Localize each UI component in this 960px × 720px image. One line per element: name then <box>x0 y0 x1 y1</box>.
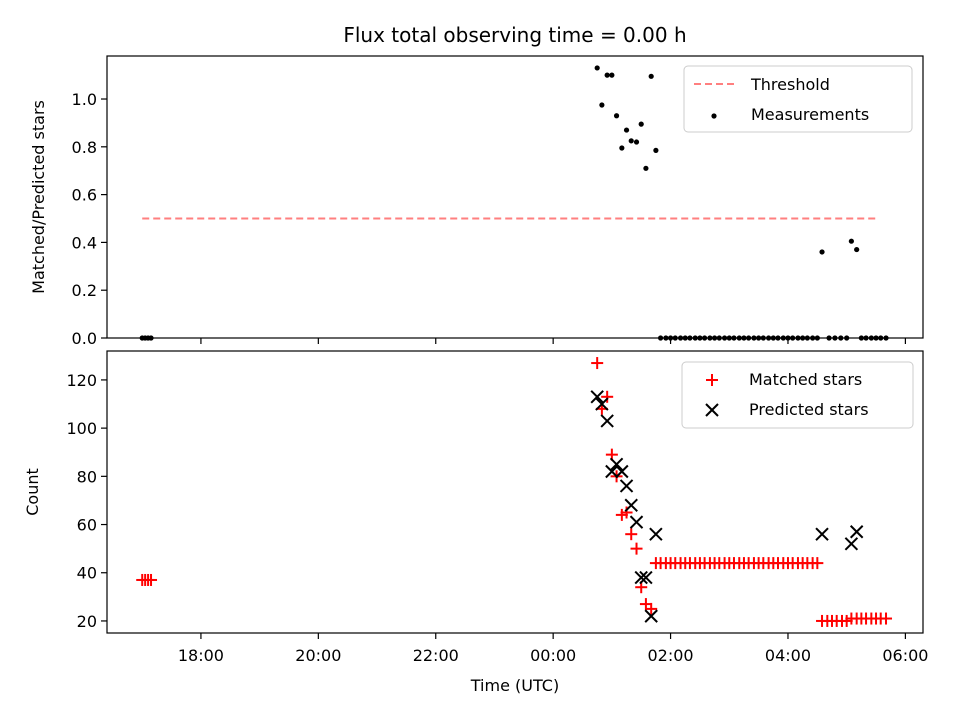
predicted-star-point <box>644 609 658 623</box>
measurement-point <box>848 238 854 244</box>
predicted-star-point <box>600 414 614 428</box>
top-y-tick-label: 0.4 <box>72 233 97 252</box>
x-tick-label: 22:00 <box>413 646 459 665</box>
measurement-point <box>623 127 630 133</box>
legend-predicted-swatch <box>705 403 719 417</box>
x-tick-label: 18:00 <box>178 646 224 665</box>
top-axes-frame <box>106 55 924 339</box>
top-y-tick-label: 0.8 <box>72 138 97 157</box>
predicted-star-point <box>615 464 629 479</box>
top-panel: 0.0 0.2 0.4 0.6 0.8 1.0 Matched/Predicted sta… <box>29 55 924 348</box>
predicted-star-point <box>619 479 634 493</box>
legend-threshold-label: Threshold <box>750 75 830 94</box>
bottom-legend-box <box>681 361 914 429</box>
x-tick-label: 00:00 <box>530 646 576 665</box>
predicted-star-point <box>595 397 609 411</box>
measurement-point <box>854 246 860 253</box>
x-tick-label: 04:00 <box>765 646 811 665</box>
x-tick-label: 20:00 <box>295 646 341 665</box>
top-x-ticks <box>200 338 906 344</box>
measurement-point <box>613 113 620 119</box>
bottom-panel: 20 40 60 80 100 120 18:00 20:00 22:00 00:00 02:00… <box>23 350 928 695</box>
measurement-point <box>653 147 659 153</box>
bottom-x-ticks: 18:00 20:00 22:00 00:00 02:00 04:00 06:00 <box>178 633 928 665</box>
predicted-star-point <box>634 570 648 585</box>
bottom-y-tick-label: 40 <box>77 564 97 583</box>
top-y-tick-label: 0.0 <box>72 329 97 348</box>
matched-star-point <box>145 573 158 586</box>
predicted-stars-series <box>590 390 864 623</box>
bottom-axes-frame <box>106 350 924 634</box>
bottom-y-tick-label: 60 <box>77 516 97 535</box>
predicted-star-point <box>815 527 829 541</box>
matched-star-point <box>625 528 638 541</box>
bottom-y-tick-label: 80 <box>77 467 97 486</box>
predicted-star-point <box>639 570 653 585</box>
chart-title: Flux total observing time = 0.00 h <box>343 23 686 47</box>
predicted-star-point <box>849 525 864 539</box>
predicted-star-point <box>629 515 644 529</box>
top-y-tick-label: 0.6 <box>72 186 97 205</box>
measurement-point <box>638 121 644 127</box>
matched-star-point <box>630 542 643 555</box>
bottom-y-axis-label: Count <box>23 468 42 516</box>
matched-star-point <box>880 612 893 625</box>
bottom-y-tick-label: 120 <box>66 371 97 390</box>
x-axis-label: Time (UTC) <box>470 676 559 695</box>
bottom-y-ticks: 20 40 60 80 100 120 <box>66 371 107 631</box>
matched-star-point <box>645 602 658 615</box>
matched-stars-series <box>136 357 893 627</box>
predicted-star-point <box>609 457 624 471</box>
predicted-star-point <box>649 527 663 541</box>
matched-star-point <box>601 390 614 403</box>
legend-matched-swatch <box>706 374 718 386</box>
legend-measurements-label: Measurements <box>751 105 869 124</box>
measurement-point <box>819 249 825 255</box>
measurement-point <box>643 165 649 171</box>
measurement-point <box>633 139 640 145</box>
measurement-point <box>599 102 605 108</box>
bottom-legend: Matched stars Predicted stars <box>681 361 914 429</box>
bottom-y-tick-label: 20 <box>77 612 97 631</box>
matched-star-point <box>591 357 604 370</box>
top-y-tick-label: 0.2 <box>72 281 97 300</box>
legend-matched-label: Matched stars <box>749 370 862 389</box>
predicted-star-point <box>624 498 638 512</box>
predicted-star-point <box>605 464 619 479</box>
measurement-point <box>648 73 654 79</box>
predicted-star-point <box>590 390 604 404</box>
matched-star-point <box>811 557 824 570</box>
x-tick-label: 06:00 <box>882 646 928 665</box>
measurement-point <box>604 72 610 78</box>
top-y-axis-label: Matched/Predicted stars <box>29 100 48 294</box>
legend-predicted-label: Predicted stars <box>749 400 869 419</box>
measurement-point <box>628 138 634 144</box>
top-legend: Threshold Measurements <box>683 65 913 133</box>
measurement-point <box>619 145 625 151</box>
measurement-point <box>609 72 615 78</box>
measurement-point <box>594 65 600 71</box>
legend-measurements-swatch <box>711 113 717 119</box>
predicted-star-point <box>844 537 859 551</box>
matched-star-point <box>620 506 633 519</box>
top-y-ticks: 0.0 0.2 0.4 0.6 0.8 1.0 <box>72 90 107 348</box>
bottom-y-tick-label: 100 <box>66 419 97 438</box>
top-y-tick-label: 1.0 <box>72 90 97 109</box>
x-tick-label: 02:00 <box>648 646 694 665</box>
top-legend-box <box>683 65 913 133</box>
